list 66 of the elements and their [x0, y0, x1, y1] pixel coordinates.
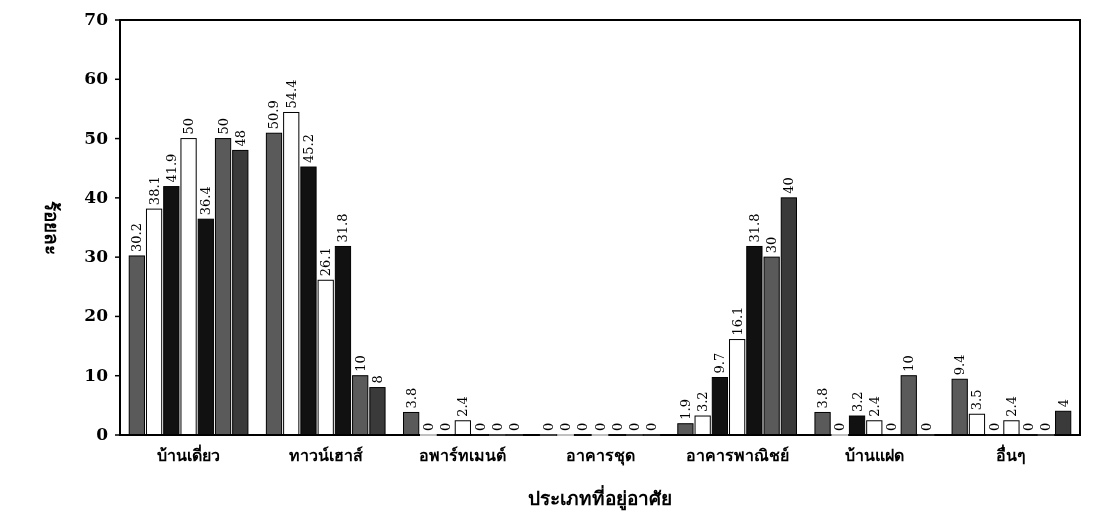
data-label: 48 — [232, 129, 248, 147]
data-label: 0 — [420, 422, 436, 431]
data-label: 0 — [832, 422, 848, 431]
data-label: 0 — [472, 422, 488, 431]
data-label: 30.2 — [129, 223, 145, 252]
x-tick-label: อื่นๆ — [996, 444, 1027, 465]
data-label: 0 — [918, 422, 934, 431]
data-label: 31.8 — [335, 213, 351, 243]
data-label: 0 — [1038, 422, 1054, 431]
data-label: 3.8 — [815, 387, 831, 409]
data-label: 30 — [764, 236, 780, 254]
data-label: 0 — [592, 422, 608, 431]
data-label: 10 — [352, 355, 368, 372]
x-tick-label: บ้านเดี่ยว — [157, 444, 221, 465]
y-tick-label: 70 — [84, 9, 109, 29]
data-label: 45.2 — [300, 134, 316, 164]
data-label: 31.8 — [746, 213, 762, 243]
y-tick-label: 30 — [84, 246, 109, 267]
y-tick-label: 60 — [84, 68, 109, 89]
data-label: 9.7 — [712, 352, 728, 374]
data-label: 41.9 — [163, 153, 179, 183]
data-label: 10 — [901, 355, 917, 372]
data-label: 50 — [215, 118, 231, 135]
data-label: 0 — [986, 422, 1002, 431]
data-label: 40 — [781, 177, 797, 194]
data-label: 0 — [1021, 422, 1037, 431]
data-label: 3.5 — [969, 389, 985, 411]
data-label: 3.8 — [403, 387, 419, 409]
data-label: 0 — [507, 422, 523, 431]
y-tick-label: 20 — [84, 305, 109, 326]
data-label: 2.4 — [1003, 396, 1019, 417]
data-label: 16.1 — [729, 306, 745, 336]
data-label: 0 — [558, 422, 574, 431]
data-label: 36.4 — [198, 186, 214, 216]
data-label: 8 — [369, 375, 385, 384]
data-label: 50.9 — [266, 100, 282, 130]
data-label: 3.2 — [849, 391, 865, 413]
data-label: 0 — [575, 422, 591, 431]
x-tick-label: ทาวน์เฮาส์ — [288, 446, 363, 465]
data-label: 0 — [540, 422, 556, 431]
data-label: 0 — [438, 422, 454, 431]
y-tick-label: 0 — [96, 424, 109, 444]
data-label: 2.4 — [866, 396, 882, 417]
data-label: 54.4 — [283, 79, 299, 109]
x-axis-title: ประเภทที่อยู่อาศัย — [528, 485, 672, 511]
data-label: 1.9 — [677, 399, 693, 420]
x-tick-label: บ้านแฝด — [844, 446, 904, 465]
data-label: 26.1 — [318, 247, 334, 277]
x-tick-label: อพาร์ทเมนต์ — [419, 446, 507, 465]
y-axis-title: ร้อยละ — [41, 200, 63, 255]
data-label: 50 — [181, 118, 197, 135]
data-label: 0 — [609, 422, 625, 431]
data-label: 38.1 — [146, 176, 162, 206]
y-tick-label: 50 — [84, 127, 109, 148]
y-tick-label: 10 — [84, 364, 109, 385]
data-label: 4 — [1055, 399, 1071, 408]
data-label: 2.4 — [455, 396, 471, 417]
x-tick-label: อาคารพาณิชย์ — [685, 446, 789, 465]
data-label: 0 — [884, 422, 900, 431]
data-label: 0 — [626, 422, 642, 431]
data-label: 0 — [489, 422, 505, 431]
data-label: 9.4 — [952, 354, 968, 376]
data-label: 3.2 — [695, 391, 711, 413]
y-tick-label: 40 — [84, 186, 109, 207]
x-tick-label: อาคารชุด — [565, 446, 635, 466]
data-label: 0 — [644, 422, 660, 431]
